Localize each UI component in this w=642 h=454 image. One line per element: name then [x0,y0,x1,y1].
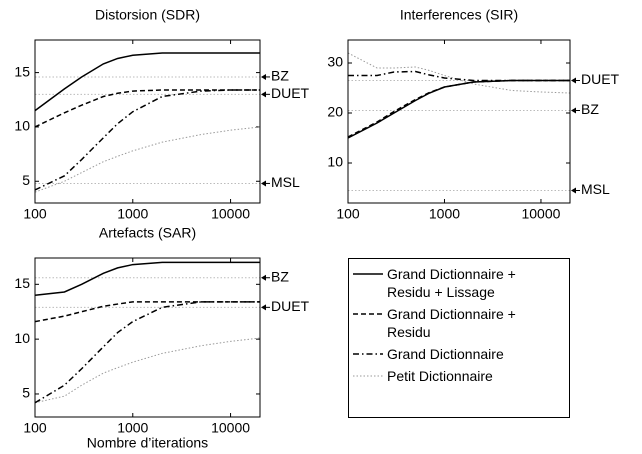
series-line [34,126,261,193]
legend-label: Grand Dictionnaire + Residu [387,306,516,340]
series-line [34,337,261,404]
annotation-label: DUET [271,85,310,101]
legend-swatch [353,375,383,377]
y-tick-label: 30 [327,54,343,70]
legend-label: Petit Dictionnaire [387,368,493,384]
x-tick-label: 1000 [429,206,460,222]
annotation-arrowhead [261,180,266,187]
annotation-label: BZ [581,101,599,117]
legend-entry: Grand Dictionnaire + Residu + Lissage [353,265,565,301]
legend-swatch [353,273,383,275]
annotation-label: MSL [581,181,610,197]
x-tick-label: 10000 [211,206,250,222]
y-tick-label: 15 [14,275,30,291]
legend-entry: Petit Dictionnaire [353,367,565,385]
axes-frame [347,39,571,204]
chart-title: Artefacts (SAR) [99,225,196,241]
axes-frame [34,39,261,204]
legend-label: Grand Dictionnaire + Residu + Lissage [387,266,516,300]
y-tick-label: 5 [22,172,30,188]
x-tick-label: 10000 [211,420,250,436]
y-tick-label: 5 [22,385,30,401]
annotation-arrowhead [571,77,576,84]
series-line [34,89,260,128]
plot-area [35,40,260,203]
y-tick-label: 15 [14,63,30,79]
annotation-arrowhead [261,274,266,281]
plot-area [35,258,260,417]
annotation-label: MSL [271,174,300,190]
x-tick-label: 10000 [521,206,560,222]
legend-entry: Grand Dictionnaire + Residu [353,305,565,341]
chart-title: Distorsion (SDR) [95,7,200,23]
plot-area [348,40,570,203]
chart-title: Interferences (SIR) [400,7,518,23]
annotation-arrowhead [571,187,576,194]
axes-frame [34,257,261,418]
annotation-arrowhead [571,107,576,114]
annotation-arrowhead [261,73,266,80]
legend-swatch [353,313,383,315]
x-tick-label: 100 [23,206,47,222]
y-tick-label: 10 [14,118,30,134]
legend-label: Grand Dictionnaire [387,346,504,362]
x-tick-label: 100 [336,206,360,222]
series-line [34,261,260,297]
annotation-arrowhead [261,91,266,98]
annotation-arrowhead [261,304,266,311]
series-line [34,89,260,191]
legend-entry: Grand Dictionnaire [353,345,565,363]
x-axis-label: Nombre d’iterations [87,435,208,451]
annotation-label: BZ [271,268,289,284]
series-line [34,301,260,323]
series-line [34,301,260,404]
annotation-label: DUET [271,298,310,314]
series-line [347,79,570,139]
x-tick-label: 1000 [117,420,148,436]
y-tick-label: 10 [327,154,343,170]
legend-swatch [353,353,383,355]
series-line [34,52,260,112]
y-tick-label: 20 [327,104,343,120]
y-tick-label: 10 [14,330,30,346]
annotation-label: BZ [271,68,289,84]
x-tick-label: 1000 [117,206,148,222]
x-tick-label: 100 [23,420,47,436]
annotation-label: DUET [581,71,620,87]
legend: Grand Dictionnaire + Residu + Lissage Gra… [348,258,570,418]
